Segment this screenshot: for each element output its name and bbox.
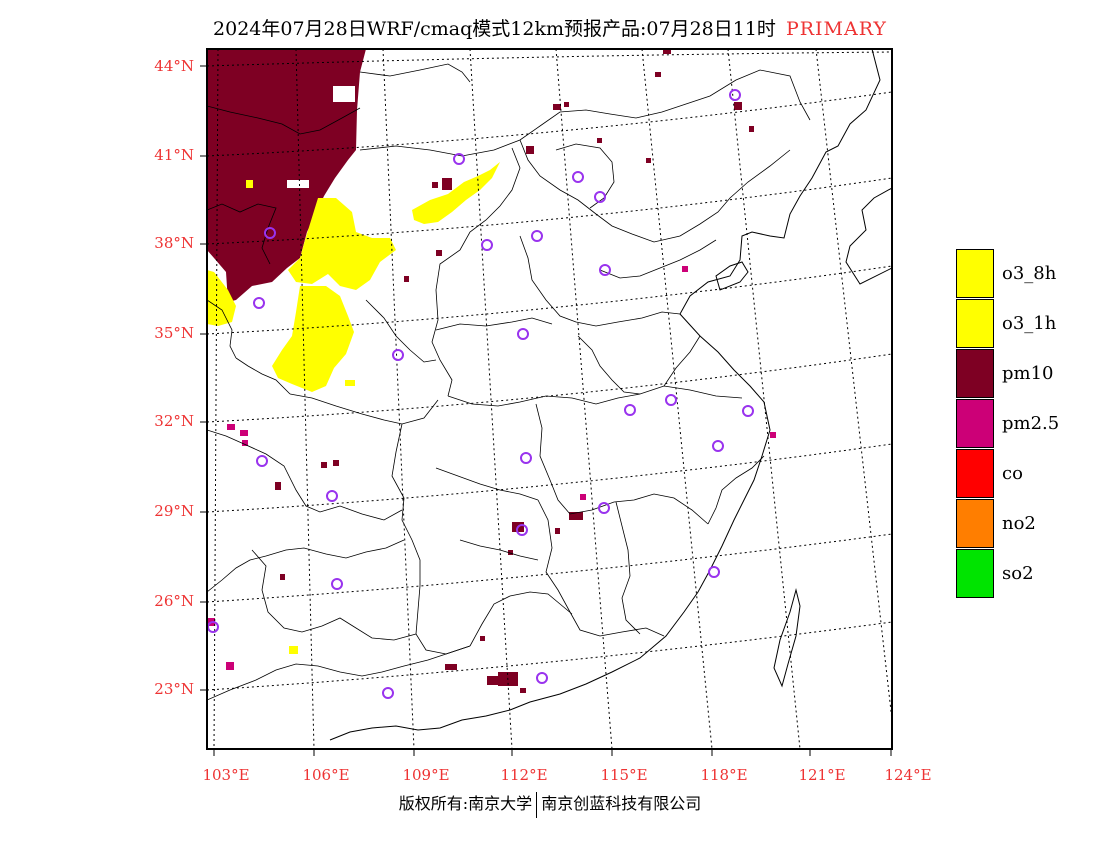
lon-label-118: 118°E — [700, 766, 748, 784]
o3-field — [207, 162, 500, 654]
lat-label-23: 23°N — [154, 680, 194, 698]
axis-ticks — [200, 65, 892, 756]
graticule — [207, 49, 892, 749]
legend-swatch — [956, 399, 994, 448]
legend-label: pm10 — [1002, 363, 1054, 384]
copyright-company: 南京创蓝科技有限公司 — [541, 794, 702, 813]
lat-label-44: 44°N — [154, 57, 194, 75]
lon-label-115: 115°E — [600, 766, 648, 784]
lon-label-121: 121°E — [798, 766, 846, 784]
lon-label-124: 124°E — [884, 766, 932, 784]
copyright-owner: 版权所有:南京大学 — [398, 794, 533, 813]
legend-swatch — [956, 299, 994, 348]
map-title: 2024年07月28日WRF/cmaq模式12km预报产品:07月28日11时 P… — [0, 14, 1100, 41]
lat-label-29: 29°N — [154, 502, 194, 520]
footer-divider — [536, 791, 538, 818]
lat-label-35: 35°N — [154, 324, 194, 342]
legend-label: co — [1002, 463, 1023, 484]
legend-label: pm2.5 — [1002, 413, 1060, 434]
pm10-white-holes — [287, 86, 355, 188]
lon-label-106: 106°E — [302, 766, 350, 784]
legend-swatch — [956, 549, 994, 598]
legend-label: o3_8h — [1002, 263, 1057, 284]
legend-label: no2 — [1002, 513, 1036, 534]
lat-label-41: 41°N — [154, 146, 194, 164]
coastline — [329, 49, 892, 741]
lat-label-32: 32°N — [154, 412, 194, 430]
legend-swatch — [956, 449, 994, 498]
lon-label-103: 103°E — [202, 766, 250, 784]
province-borders — [207, 63, 811, 701]
lat-label-26: 26°N — [154, 592, 194, 610]
primary-flag: PRIMARY — [785, 18, 887, 40]
title-text: 2024年07月28日WRF/cmaq模式12km预报产品:07月28日11时 — [213, 18, 776, 40]
copyright-footer: 版权所有:南京大学 南京创蓝科技有限公司 — [0, 790, 1100, 818]
legend-swatch — [956, 499, 994, 548]
pm10-points — [275, 49, 754, 693]
legend-swatch — [956, 349, 994, 398]
lat-label-38: 38°N — [154, 234, 194, 252]
map-frame — [206, 48, 893, 750]
lon-label-112: 112°E — [500, 766, 548, 784]
city-markers — [207, 89, 754, 699]
legend-label: o3_1h — [1002, 313, 1057, 334]
legend-swatch — [956, 249, 994, 298]
legend-label: so2 — [1002, 563, 1034, 584]
lon-label-109: 109°E — [402, 766, 450, 784]
